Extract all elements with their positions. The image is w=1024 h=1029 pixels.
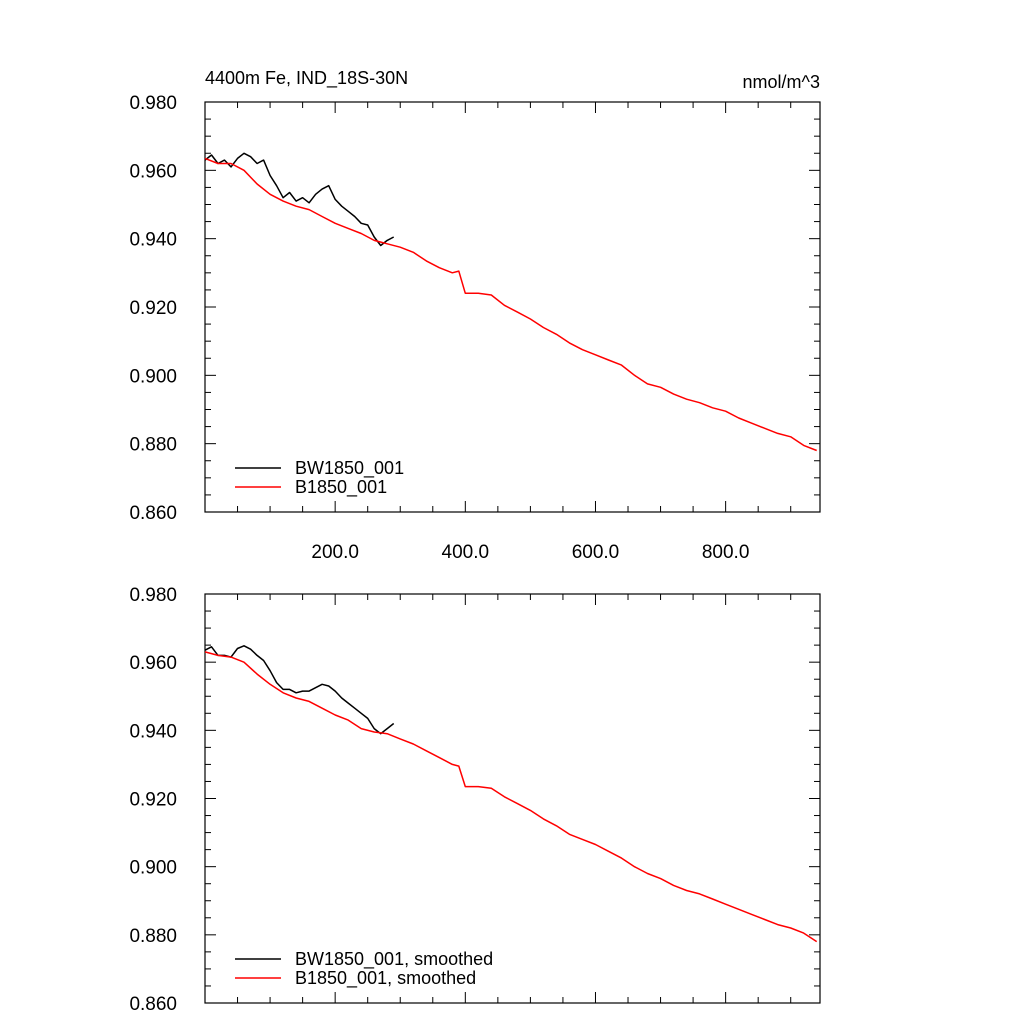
x-tick-label: 400.0 — [442, 542, 490, 563]
y-tick-label: 0.900 — [129, 366, 177, 387]
series-line-red — [204, 157, 817, 452]
series-line-black — [204, 152, 395, 247]
y-tick-label: 0.980 — [129, 93, 177, 114]
units-label: nmol/m^3 — [743, 72, 820, 92]
y-tick-label: 0.960 — [129, 653, 177, 674]
x-tick-label: 600.0 — [572, 542, 620, 563]
y-tick-label: 0.860 — [129, 994, 177, 1015]
y-tick-label: 0.920 — [129, 298, 177, 319]
chart-title: 4400m Fe, IND_18S-30N — [205, 68, 408, 89]
y-tick-label: 0.940 — [129, 721, 177, 742]
y-tick-label: 0.880 — [129, 926, 177, 947]
y-tick-label: 0.960 — [129, 161, 177, 182]
plot-frame — [204, 101, 821, 513]
y-tick-label: 0.980 — [129, 585, 177, 606]
legend-label: B1850_001, smoothed — [295, 968, 476, 989]
y-tick-label: 0.880 — [129, 435, 177, 456]
plot-frame — [204, 593, 821, 1004]
x-tick-label: 800.0 — [702, 542, 750, 563]
y-tick-label: 0.920 — [129, 790, 177, 811]
x-tick-label: 200.0 — [311, 542, 359, 563]
legend-label: BW1850_001, smoothed — [295, 949, 493, 970]
legend-label: BW1850_001 — [295, 458, 404, 479]
y-tick-label: 0.900 — [129, 858, 177, 879]
y-tick-label: 0.940 — [129, 230, 177, 251]
chart-panel-2: 0.860 0.880 0.900 0.920 0.940 0.960 0.980 BW185… — [129, 585, 821, 1015]
chart-panel-1: 0.860 0.880 0.900 0.920 0.940 0.960 0.980 200.0… — [129, 68, 821, 563]
series-line-black — [204, 645, 395, 735]
series-line-red — [204, 651, 818, 943]
y-tick-label: 0.860 — [129, 503, 177, 524]
legend-label: B1850_001 — [295, 477, 387, 498]
